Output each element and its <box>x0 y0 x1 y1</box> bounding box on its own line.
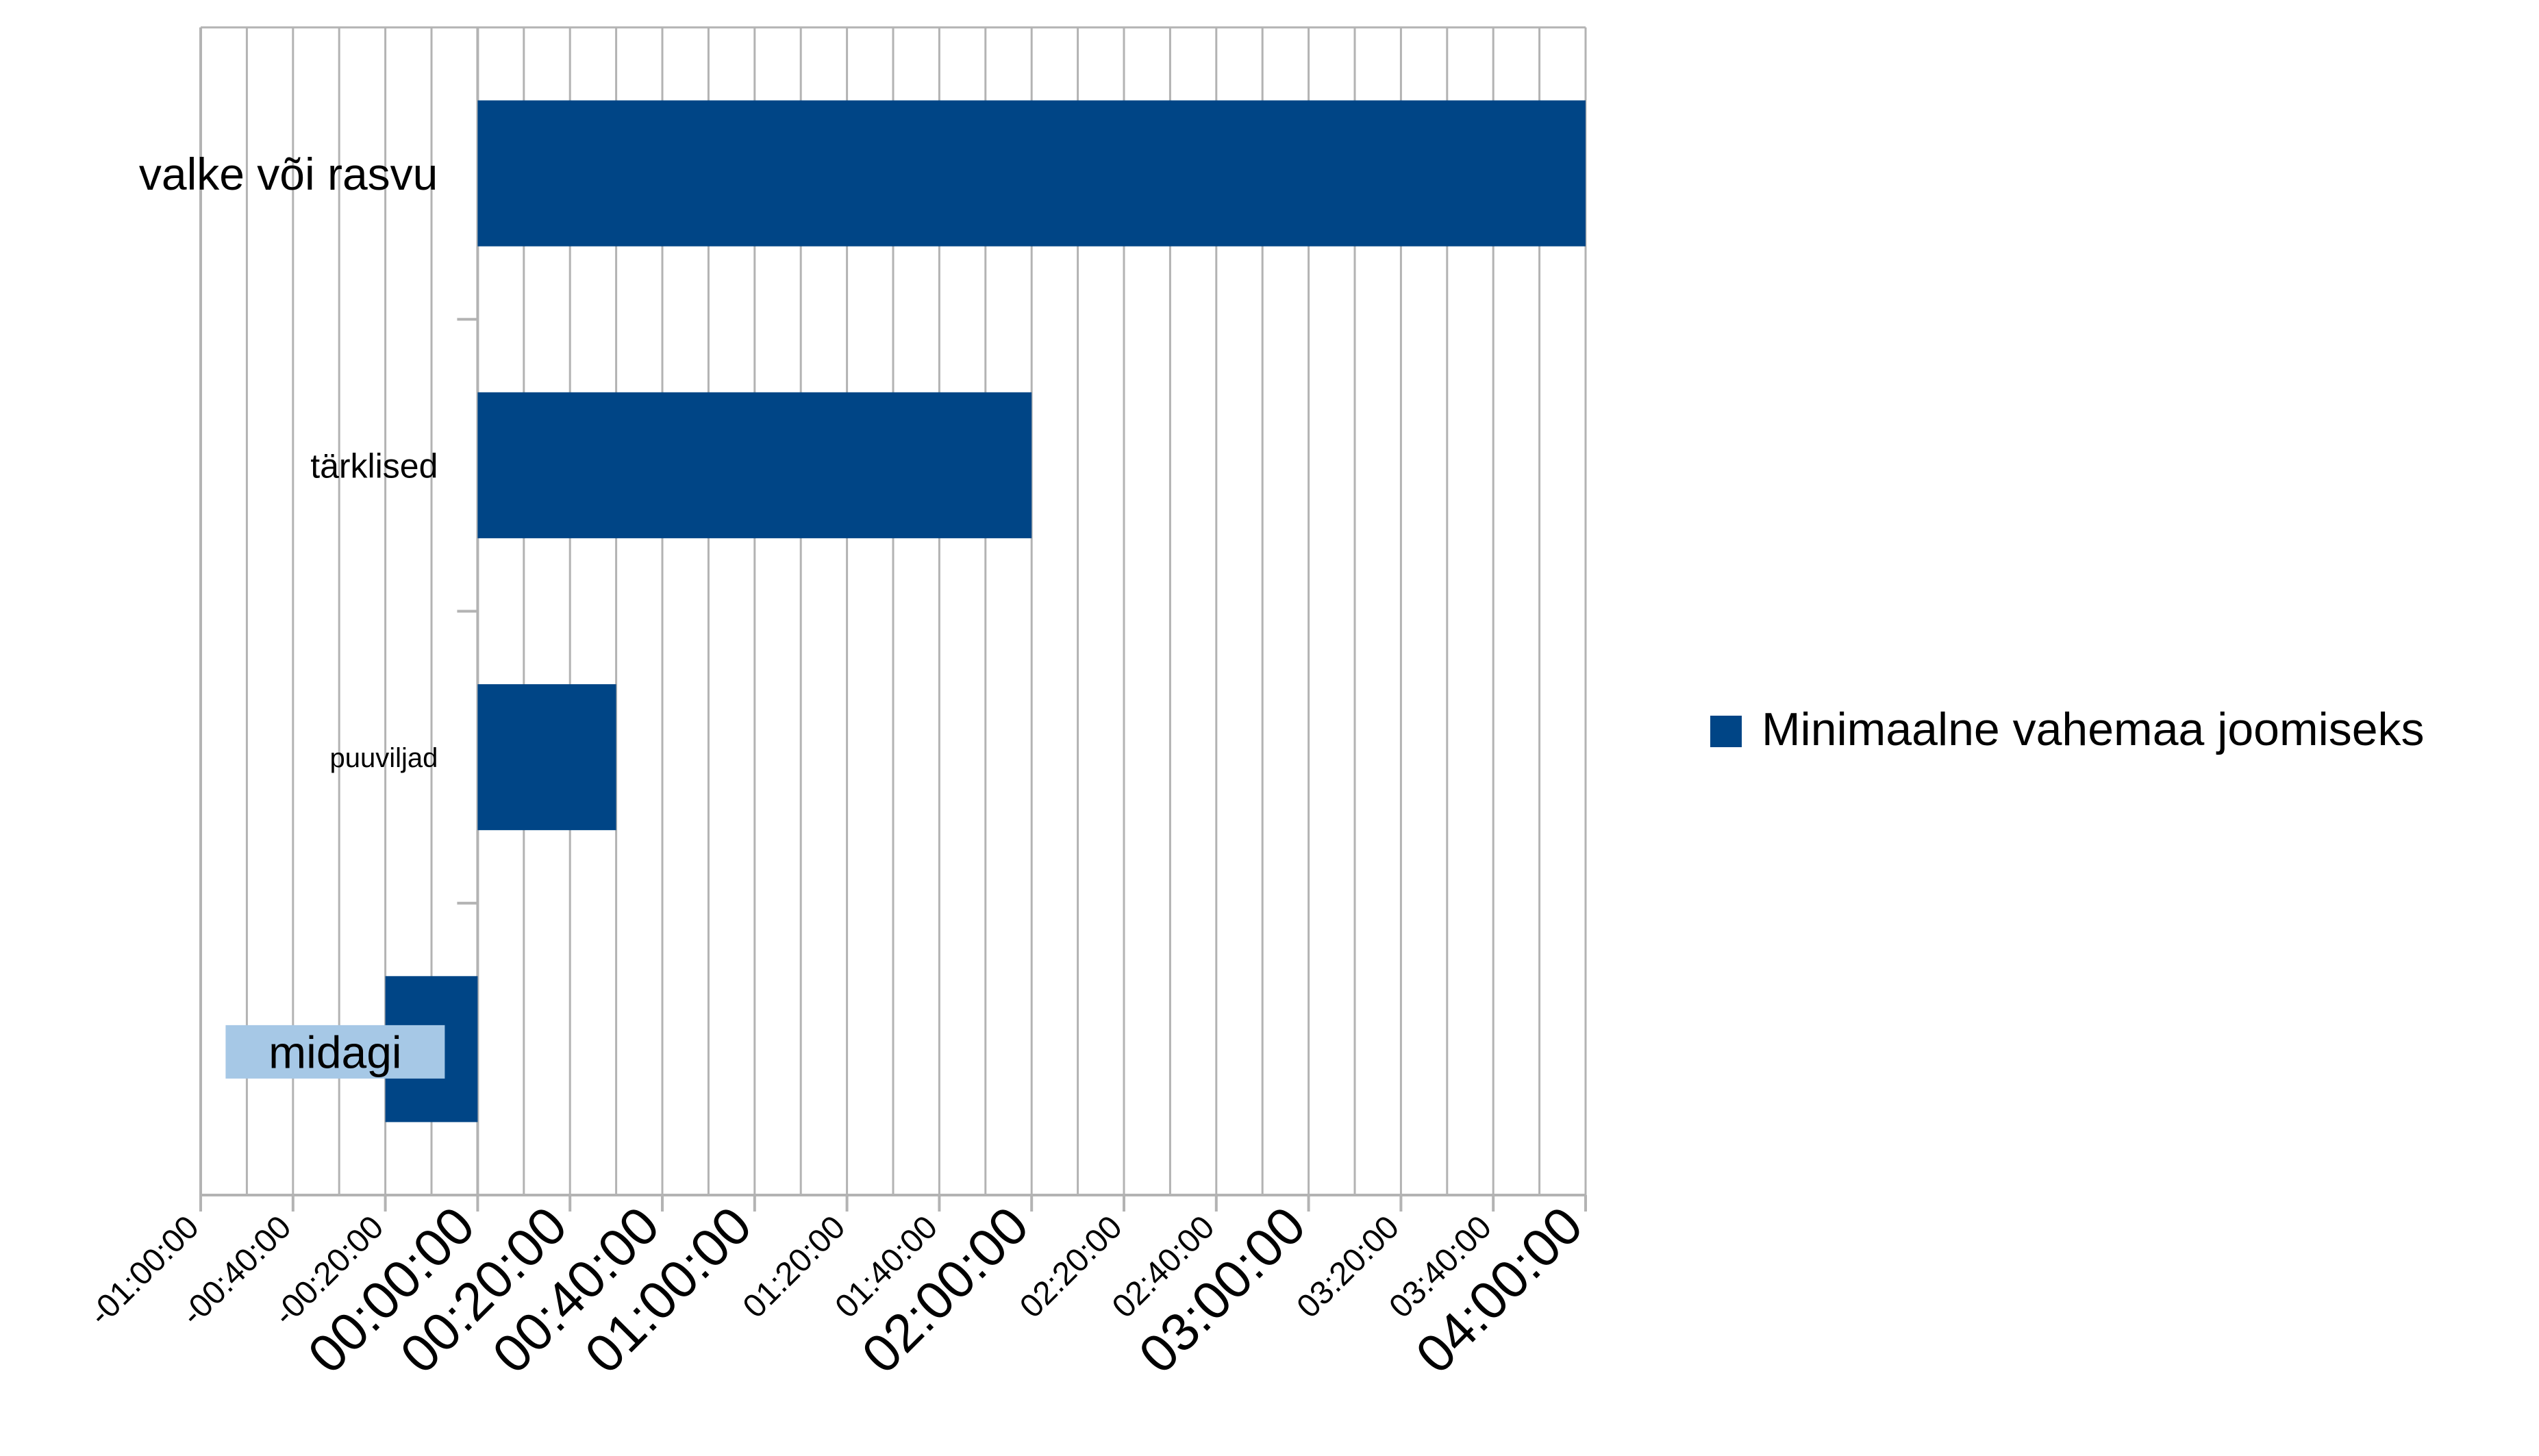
bars <box>385 100 1586 1122</box>
category-label-highlight <box>225 1025 445 1079</box>
category-label: puuviljad <box>330 743 438 773</box>
x-tick-label: 03:20:00 <box>1290 1209 1407 1325</box>
category-labels: valke või rasvu tärklised puuviljad midagi <box>139 149 445 1079</box>
legend-label: Minimaalne vahemaa joomiseks <box>1762 703 2425 755</box>
category-label: valke või rasvu <box>139 149 438 199</box>
legend-swatch <box>1710 716 1742 747</box>
category-label: tärklised <box>310 447 438 485</box>
x-tick-label: 02:20:00 <box>1013 1209 1129 1325</box>
x-tick-label: 01:20:00 <box>736 1209 853 1325</box>
category-label: midagi <box>268 1027 401 1078</box>
legend: Minimaalne vahemaa joomiseks <box>1710 703 2425 755</box>
bar-0 <box>477 100 1586 247</box>
x-tick-labels: -01:00:00-00:40:00-00:20:0000:00:0000:20… <box>82 1195 1594 1385</box>
axes <box>199 27 1587 1212</box>
bar-1 <box>477 392 1032 538</box>
bar-2 <box>477 684 616 831</box>
